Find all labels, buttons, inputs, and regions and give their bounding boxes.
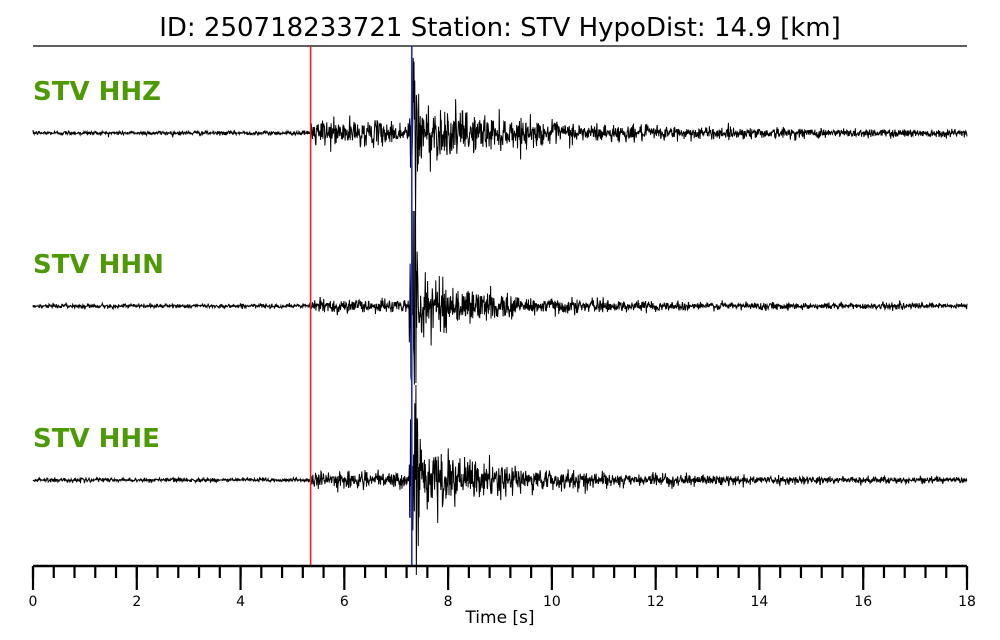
x-tick-label: 12 [647, 594, 665, 610]
seismic-trace-3 [32, 384, 968, 576]
time-axis: 0 2 4 6 8 10 12 14 16 18 [29, 564, 976, 610]
x-tick-label: 14 [751, 594, 769, 610]
seismic-trace-1 [32, 53, 968, 216]
trace-label-1: STV HHZ [33, 77, 161, 107]
x-tick-label: 6 [340, 594, 349, 610]
trace-labels-group: STV HHZ STV HHN STV HHE [33, 77, 164, 454]
x-tick-label: 0 [29, 594, 38, 610]
x-tick-label: 10 [543, 594, 561, 610]
x-tick-label: 18 [958, 594, 976, 610]
traces-group [32, 53, 968, 576]
seismic-trace-2 [32, 210, 968, 385]
trace-label-3: STV HHE [33, 424, 160, 454]
x-tick-label: 4 [236, 594, 245, 610]
phase-picks-group [309, 46, 413, 566]
x-axis-label: Time [s] [464, 608, 534, 628]
x-tick-label: 2 [132, 594, 141, 610]
x-tick-label: 8 [444, 594, 453, 610]
trace-label-2: STV HHN [33, 250, 164, 280]
x-tick-label: 16 [854, 594, 872, 610]
chart-title: ID: 250718233721 Station: STV HypoDist: … [159, 13, 841, 43]
